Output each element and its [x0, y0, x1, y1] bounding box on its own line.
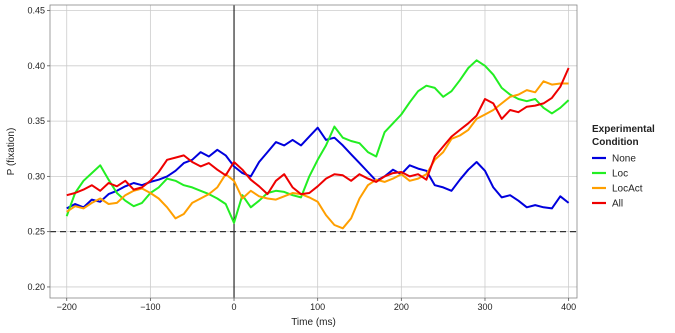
y-tick-label: 0.45: [27, 6, 45, 16]
x-tick-label: 400: [561, 302, 576, 312]
y-tick-label: 0.35: [27, 116, 45, 126]
legend: Experimental Condition None Loc LocAct All: [592, 124, 655, 210]
y-axis-title: P (fixation): [6, 128, 17, 176]
legend-title-line1: Experimental: [592, 124, 655, 135]
series-lines: [65, 59, 570, 230]
legend-label-locact: LocAct: [612, 184, 643, 195]
series-line-all: [66, 67, 570, 197]
x-axis-ticks: −200 −100 0 100 200 300 400: [57, 298, 576, 312]
legend-label-none: None: [612, 154, 636, 165]
legend-items: None Loc LocAct All: [592, 154, 643, 210]
y-tick-label: 0.20: [27, 282, 45, 292]
plot-frame: [49, 4, 578, 299]
x-tick-label: 200: [394, 302, 409, 312]
reference-lines: [50, 5, 577, 298]
grid: [50, 5, 577, 298]
y-axis-ticks: 0.20 0.25 0.30 0.35 0.40 0.45: [27, 6, 50, 292]
x-tick-label: −200: [57, 302, 77, 312]
series-line-locact: [66, 80, 569, 230]
y-tick-label: 0.30: [27, 171, 45, 181]
legend-label-all: All: [612, 199, 623, 210]
x-tick-label: 300: [477, 302, 492, 312]
legend-label-loc: Loc: [612, 169, 628, 180]
y-tick-label: 0.40: [27, 61, 45, 71]
legend-title-line2: Condition: [592, 137, 639, 148]
y-tick-label: 0.25: [27, 227, 45, 237]
x-tick-label: 100: [310, 302, 325, 312]
x-axis-title: Time (ms): [291, 317, 336, 328]
x-tick-label: 0: [232, 302, 237, 312]
x-tick-label: −100: [140, 302, 160, 312]
